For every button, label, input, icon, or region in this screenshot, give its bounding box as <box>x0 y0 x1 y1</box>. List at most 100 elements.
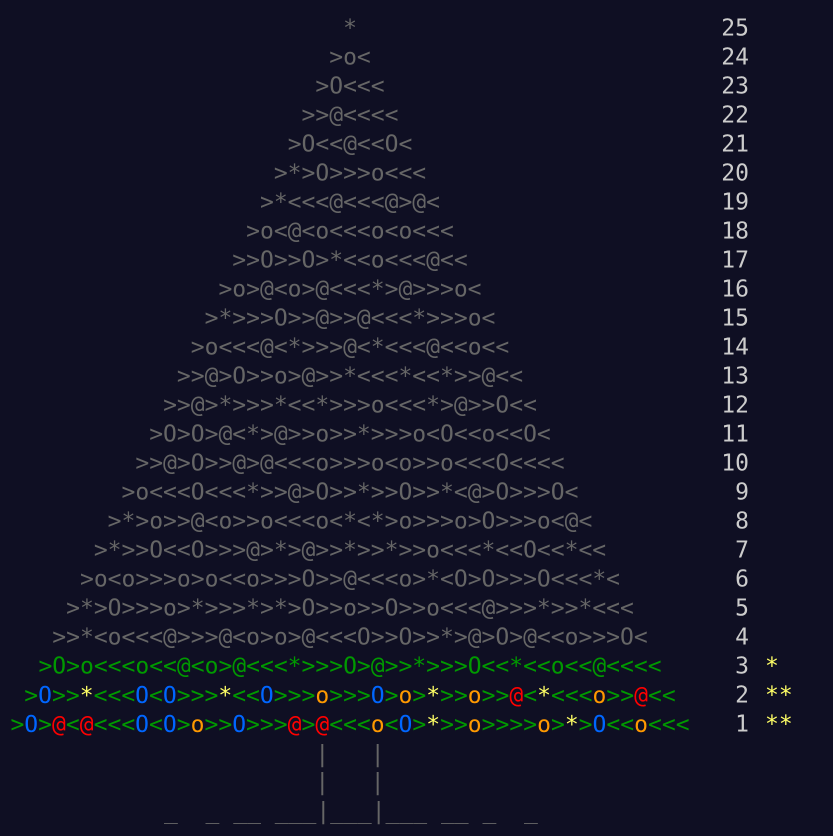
ornament: < <box>523 683 537 709</box>
ornament: * <box>426 712 440 738</box>
ornament: < <box>551 683 565 709</box>
ornament: > <box>204 683 218 709</box>
ornament: O <box>371 683 385 709</box>
ornament: < <box>648 683 662 709</box>
ornament: @ <box>634 683 648 709</box>
ornament: > <box>274 683 288 709</box>
ornament: > <box>496 712 510 738</box>
day-number: 24 <box>721 45 749 71</box>
ornament: o <box>468 712 482 738</box>
ornament: O <box>399 712 413 738</box>
ornament: @ <box>509 683 523 709</box>
day-number: 4 <box>735 625 749 651</box>
ornament: < <box>66 712 80 738</box>
ornament: O <box>163 712 177 738</box>
tree-row: >O>O>@<*>@>>o>>*>>>o<O<<o<<O< <box>149 422 551 448</box>
ornament: < <box>107 712 121 738</box>
day-number: 21 <box>721 132 749 158</box>
day-number: 9 <box>735 480 749 506</box>
day-number: 22 <box>721 103 749 129</box>
tree-row: >O>@<@<<<O<O>o>>O>>>@>@<<<o<O>*>>o>>>>o>… <box>10 712 689 738</box>
tree-row: >o<o>>>o>o<<o>>>O>>@<<<o>*<O>O>>>O<<<*< <box>80 567 620 593</box>
ornament: > <box>301 683 315 709</box>
ornament: o <box>191 712 205 738</box>
tree-row: >>@>*>>>*<<*>>>o<<<*>@>>O<< <box>163 393 537 419</box>
ornament: < <box>662 683 676 709</box>
ornament: < <box>232 683 246 709</box>
ornament: O <box>163 683 177 709</box>
ornament: o <box>468 683 482 709</box>
tree-row: >*>>O<<O>>>@>*>@>>*>>*>>o<<<*<<O<<*<< <box>94 538 606 564</box>
day-number: 10 <box>721 451 749 477</box>
ornament: o <box>371 712 385 738</box>
tree-row: >*<<<@<<<@>@< <box>260 190 440 216</box>
ornament: > <box>385 683 399 709</box>
ornament: o <box>634 712 648 738</box>
tree-row: >>*<o<<<@>>>@<o>o>@<<<O>>O>>*>@>O>@<<o>>… <box>52 625 647 651</box>
day-number: 11 <box>721 422 749 448</box>
ornament: > <box>357 683 371 709</box>
ornament: > <box>620 683 634 709</box>
ornament: O <box>135 712 149 738</box>
day-number: 15 <box>721 306 749 332</box>
ornament: > <box>24 683 38 709</box>
tree-row: >o< <box>329 45 371 71</box>
ornament: < <box>620 712 634 738</box>
ornament: < <box>107 683 121 709</box>
ornament: > <box>52 683 66 709</box>
ornament: o <box>537 712 551 738</box>
ornament: > <box>177 683 191 709</box>
day-number: 6 <box>735 567 749 593</box>
ornament: O <box>232 712 246 738</box>
trunk: | | <box>315 770 384 796</box>
ground: _ _ __ ___|___|___ __ _ _ <box>164 799 538 825</box>
ornament: o <box>399 683 413 709</box>
ornament: o <box>593 683 607 709</box>
ornament: > <box>579 712 593 738</box>
tree-row: >O<<@<<O< <box>288 132 413 158</box>
day-number: 19 <box>721 190 749 216</box>
ornament: < <box>149 683 163 709</box>
ornament: @ <box>315 712 329 738</box>
tree-row: >o>@<o>@<<<*>@>>>o< <box>218 277 481 303</box>
ornament: < <box>579 683 593 709</box>
ornament: > <box>482 683 496 709</box>
ornament: O <box>38 683 52 709</box>
tree-row: >>O>>O>*<<o<<<@<< <box>232 248 467 274</box>
ornament: > <box>606 683 620 709</box>
ornament: O <box>135 683 149 709</box>
ornament: > <box>204 712 218 738</box>
ornament: > <box>454 712 468 738</box>
ornament: > <box>454 683 468 709</box>
ornament: > <box>440 683 454 709</box>
ornament: O <box>593 712 607 738</box>
stars: * <box>765 654 779 680</box>
tree-row: * <box>343 16 357 42</box>
ornament: < <box>246 683 260 709</box>
day-number: 20 <box>721 161 749 187</box>
tree-row: >*>O>>>o<<< <box>274 161 426 187</box>
ornament: > <box>343 683 357 709</box>
tree-row: >*>>>O>>@>>@<<<*>>>o< <box>205 306 496 332</box>
tree-row: >o<@<o<<<o<o<<< <box>246 219 454 245</box>
day-number: 13 <box>721 364 749 390</box>
ornament: < <box>343 712 357 738</box>
tree-row: >o<<<@<*>>>@<*<<<@<<o<< <box>191 335 510 361</box>
ornament: > <box>260 712 274 738</box>
ornament: > <box>246 712 260 738</box>
tree-row: >>@<<<< <box>302 103 399 129</box>
ornament: @ <box>80 712 94 738</box>
ornament: < <box>94 712 108 738</box>
ornament: < <box>94 683 108 709</box>
ornament: < <box>676 712 690 738</box>
ornament: < <box>357 712 371 738</box>
day-number: 1 <box>735 712 749 738</box>
ornament: * <box>565 712 579 738</box>
day-number: 12 <box>721 393 749 419</box>
tree-row: >>@>O>>o>@>>*<<<*<<*>>@<< <box>177 364 523 390</box>
ornament: > <box>551 712 565 738</box>
ornament: > <box>10 712 24 738</box>
day-number: 16 <box>721 277 749 303</box>
